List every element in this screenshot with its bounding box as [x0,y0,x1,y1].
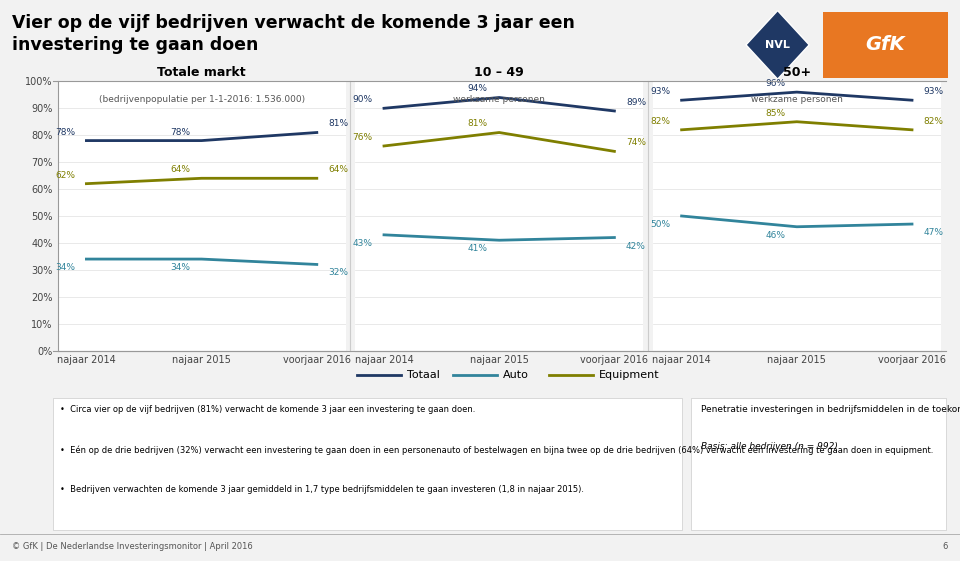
Text: 90%: 90% [352,95,372,104]
Text: 64%: 64% [328,165,348,174]
Text: 46%: 46% [765,231,785,240]
Polygon shape [824,12,948,78]
Text: NVL: NVL [765,40,790,50]
Text: 64%: 64% [170,165,190,174]
Text: 82%: 82% [924,117,944,126]
Text: 85%: 85% [765,109,785,118]
Text: 32%: 32% [328,269,348,278]
Text: 96%: 96% [765,79,785,88]
Text: 78%: 78% [55,127,75,136]
Text: 93%: 93% [650,87,670,96]
Text: 10 – 49: 10 – 49 [474,66,524,79]
Text: •  Eén op de drie bedrijven (32%) verwacht een investering te gaan doen in een p: • Eén op de drie bedrijven (32%) verwach… [60,445,934,455]
Text: 89%: 89% [626,98,646,107]
Text: werkzame personen: werkzame personen [751,95,843,104]
Text: 34%: 34% [170,263,190,272]
Text: (bedrijvenpopulatie per 1-1-2016: 1.536.000): (bedrijvenpopulatie per 1-1-2016: 1.536.… [99,95,304,104]
Text: Totale markt: Totale markt [157,66,246,79]
Text: 62%: 62% [55,171,75,180]
Text: © GfK | De Nederlandse Investeringsmonitor | April 2016: © GfK | De Nederlandse Investeringsmonit… [12,542,253,551]
Text: GfK: GfK [866,35,905,54]
Text: 43%: 43% [352,239,372,248]
Text: 82%: 82% [650,117,670,126]
Text: 94%: 94% [468,85,488,94]
Text: Basis: alle bedrijven (n = 992): Basis: alle bedrijven (n = 992) [701,442,838,450]
Text: •  Circa vier op de vijf bedrijven (81%) verwacht de komende 3 jaar een invester: • Circa vier op de vijf bedrijven (81%) … [60,405,476,414]
Text: werkzame personen: werkzame personen [453,95,545,104]
Text: 50%: 50% [650,220,670,229]
Polygon shape [746,11,809,79]
Text: 41%: 41% [468,244,488,253]
Text: 6: 6 [942,542,948,551]
Text: Vier op de vijf bedrijven verwacht de komende 3 jaar een: Vier op de vijf bedrijven verwacht de ko… [12,14,575,32]
Text: 81%: 81% [328,119,348,128]
Text: 42%: 42% [626,242,646,251]
Text: Equipment: Equipment [599,370,660,380]
Text: 47%: 47% [924,228,944,237]
Text: investering te gaan doen: investering te gaan doen [12,36,259,54]
Text: 81%: 81% [468,119,488,128]
Text: Penetratie investeringen in bedrijfsmiddelen in de toekomst: Penetratie investeringen in bedrijfsmidd… [701,405,960,414]
Text: •  Bedrijven verwachten de komende 3 jaar gemiddeld in 1,7 type bedrijfsmiddelen: • Bedrijven verwachten de komende 3 jaar… [60,485,585,494]
Text: 74%: 74% [626,139,646,148]
Text: 93%: 93% [924,87,944,96]
Text: 34%: 34% [55,263,75,272]
Text: Totaal: Totaal [407,370,440,380]
Text: 76%: 76% [352,133,372,142]
Text: Auto: Auto [503,370,528,380]
Text: 50+: 50+ [782,66,811,79]
Text: 78%: 78% [170,127,190,136]
